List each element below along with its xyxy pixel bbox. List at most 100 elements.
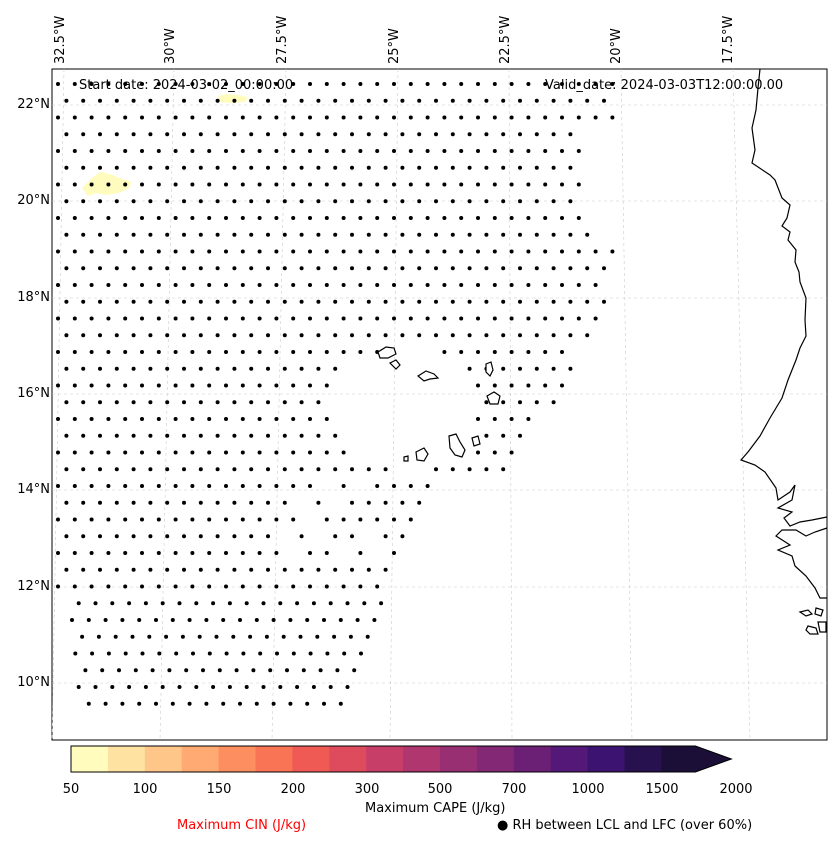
rh-dot: [89, 149, 94, 153]
rh-dot: [308, 283, 312, 287]
rh-dot: [308, 450, 312, 455]
rh-dot: [156, 417, 161, 421]
rh-dot: [476, 249, 480, 254]
rh-dot: [110, 685, 115, 689]
rh-dot: [291, 216, 296, 220]
rh-dot: [123, 283, 128, 287]
rh-dot: [417, 299, 422, 304]
meridian-line: [51, 68, 65, 741]
rh-dot: [459, 216, 464, 220]
rh-dot: [459, 249, 464, 254]
rh-dot: [338, 618, 343, 622]
rh-dot: [240, 115, 245, 120]
rh-dot: [392, 115, 396, 120]
rh-dot: [308, 651, 313, 656]
rh-dot: [501, 98, 506, 103]
gridlines: [51, 68, 827, 741]
rh-dot: [56, 216, 60, 220]
colorbar-extend-arrow: [661, 746, 732, 772]
rh-dot: [76, 685, 81, 689]
rh-dot: [254, 618, 259, 622]
rh-dot: [224, 216, 228, 220]
rh-dot: [190, 182, 195, 187]
rh-dot-field: [56, 82, 615, 706]
rh-dot: [114, 534, 119, 539]
rh-dot: [400, 132, 405, 137]
rh-dot: [543, 350, 548, 354]
rh-dot: [249, 132, 254, 137]
rh-dot: [333, 467, 338, 472]
rh-dot: [240, 82, 245, 86]
rh-dot: [182, 299, 186, 304]
rh-dot: [551, 400, 556, 405]
rh-dot: [114, 199, 119, 204]
rh-dot: [198, 266, 203, 271]
rh-dot: [173, 115, 178, 120]
rh-dot: [332, 634, 337, 639]
rh-dot: [299, 333, 304, 338]
rh-dot: [148, 366, 153, 371]
rh-dot: [274, 551, 279, 555]
rh-dot: [518, 299, 522, 304]
rh-dot: [266, 98, 270, 103]
rh-dot: [154, 701, 158, 706]
rh-dot: [450, 199, 455, 204]
rh-dot: [434, 299, 438, 304]
rh-dot: [308, 383, 312, 388]
rh-dot: [324, 417, 329, 421]
rh-dot: [282, 366, 287, 371]
rh-dot: [123, 484, 128, 488]
rh-dot: [240, 383, 245, 388]
rh-dot: [123, 182, 128, 187]
rh-dot: [274, 82, 279, 86]
meridian-line: [159, 68, 175, 741]
rh-dot: [305, 701, 310, 706]
rh-dot: [324, 316, 329, 321]
rh-dot: [114, 433, 119, 438]
colorbar-segment: [107, 746, 146, 772]
rh-dot: [308, 149, 312, 153]
rh-dot: [257, 115, 262, 120]
island-brava: [403, 455, 409, 462]
rh-dot: [568, 132, 573, 137]
rh-dot: [194, 685, 199, 689]
rh-dot: [123, 450, 128, 455]
rh-dot: [207, 551, 212, 555]
rh-dot: [73, 651, 78, 656]
rh-dot: [64, 299, 69, 304]
lon-label-27-5w: 27.5°W: [275, 15, 290, 64]
rh-dot: [249, 500, 254, 505]
rh-dot: [182, 199, 186, 204]
rh-dot: [358, 584, 363, 589]
rh-dot: [366, 165, 371, 170]
rh-dot: [282, 232, 287, 237]
rh-dot: [148, 266, 153, 271]
rh-dot: [560, 115, 564, 120]
rh-dot: [333, 366, 338, 371]
rh-dot: [147, 634, 152, 639]
rh-dot: [352, 668, 357, 673]
rh-dot: [308, 216, 312, 220]
rh-dot: [198, 232, 203, 237]
rh-dot: [106, 316, 111, 321]
rh-dot: [89, 350, 94, 354]
rh-dot: [442, 182, 447, 187]
rh-dot: [93, 601, 98, 606]
rh-dot: [417, 266, 422, 271]
rh-dot: [375, 182, 380, 187]
rh-dot: [316, 333, 321, 338]
rh-dot: [198, 333, 203, 338]
rh-dot: [509, 115, 514, 120]
rh-dot: [291, 249, 296, 254]
rh-dot: [266, 266, 270, 271]
rh-dot: [543, 149, 548, 153]
rh-dot: [148, 500, 153, 505]
rh-dot: [190, 249, 195, 254]
rh-dot: [173, 182, 178, 187]
rh-dot: [551, 232, 556, 237]
rh-dot: [164, 634, 169, 639]
rh-dot: [568, 333, 573, 338]
rh-dot: [56, 517, 60, 522]
rh-dot: [467, 366, 472, 371]
rh-dot: [224, 383, 228, 388]
